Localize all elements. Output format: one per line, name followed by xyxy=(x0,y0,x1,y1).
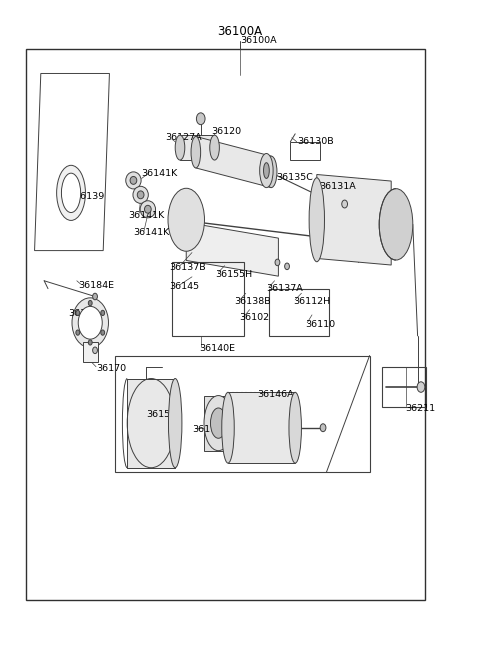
Ellipse shape xyxy=(57,165,85,220)
Bar xyxy=(83,342,98,362)
Bar xyxy=(127,379,175,468)
Bar xyxy=(180,135,215,160)
Text: 36141K: 36141K xyxy=(142,169,178,178)
Polygon shape xyxy=(186,222,278,276)
Ellipse shape xyxy=(168,379,182,468)
Text: 36120: 36120 xyxy=(211,127,241,136)
Circle shape xyxy=(285,263,289,270)
Circle shape xyxy=(342,200,348,208)
Text: 36137A: 36137A xyxy=(266,284,303,293)
Ellipse shape xyxy=(289,392,301,463)
Ellipse shape xyxy=(144,205,151,213)
Text: 36146A: 36146A xyxy=(257,390,293,400)
Circle shape xyxy=(76,330,80,335)
Circle shape xyxy=(320,424,326,432)
Ellipse shape xyxy=(133,186,148,203)
Text: 36100A: 36100A xyxy=(217,25,263,38)
Polygon shape xyxy=(317,174,391,265)
Ellipse shape xyxy=(379,189,413,260)
Text: 36130B: 36130B xyxy=(298,136,334,146)
Ellipse shape xyxy=(126,172,141,189)
Text: 36145: 36145 xyxy=(169,282,199,291)
Bar xyxy=(115,356,370,472)
Text: 36138B: 36138B xyxy=(234,297,270,306)
Ellipse shape xyxy=(137,191,144,199)
Circle shape xyxy=(93,347,97,354)
Text: 36184E: 36184E xyxy=(78,281,114,290)
Text: 36100A: 36100A xyxy=(240,36,276,45)
Ellipse shape xyxy=(204,396,233,451)
Ellipse shape xyxy=(175,135,185,160)
Circle shape xyxy=(88,300,92,306)
Circle shape xyxy=(196,113,205,125)
Bar xyxy=(290,142,320,160)
Text: 36110: 36110 xyxy=(305,320,335,329)
Ellipse shape xyxy=(260,154,273,188)
Text: 36141K: 36141K xyxy=(129,211,165,220)
Ellipse shape xyxy=(222,392,234,463)
Ellipse shape xyxy=(168,188,204,251)
Circle shape xyxy=(101,310,105,316)
Text: 36112H: 36112H xyxy=(293,297,330,306)
Ellipse shape xyxy=(210,135,219,160)
Circle shape xyxy=(88,340,92,345)
Circle shape xyxy=(76,310,80,316)
Text: 36131A: 36131A xyxy=(319,182,356,192)
Text: 36137B: 36137B xyxy=(169,263,205,272)
Text: 36139: 36139 xyxy=(74,192,105,201)
Circle shape xyxy=(417,382,425,392)
Ellipse shape xyxy=(61,173,81,213)
Text: 36141K: 36141K xyxy=(133,228,170,237)
Text: 36127A: 36127A xyxy=(166,133,202,142)
Text: 36155H: 36155H xyxy=(215,270,252,279)
Bar xyxy=(204,396,233,451)
Bar xyxy=(172,262,244,336)
Ellipse shape xyxy=(140,201,156,218)
Bar xyxy=(228,392,295,463)
Polygon shape xyxy=(196,136,271,188)
Bar xyxy=(26,49,425,600)
Text: 36135C: 36135C xyxy=(276,173,313,182)
Text: 36150: 36150 xyxy=(146,410,177,419)
Ellipse shape xyxy=(211,408,227,438)
Ellipse shape xyxy=(309,178,324,262)
Text: 36211: 36211 xyxy=(406,403,436,413)
Circle shape xyxy=(78,306,102,339)
Text: 36170A: 36170A xyxy=(192,425,228,434)
Bar xyxy=(269,289,329,336)
Ellipse shape xyxy=(265,156,277,188)
Bar xyxy=(382,367,426,407)
Text: 36170: 36170 xyxy=(96,364,126,373)
Ellipse shape xyxy=(191,136,201,168)
Circle shape xyxy=(93,293,97,300)
Circle shape xyxy=(72,298,108,348)
Ellipse shape xyxy=(130,176,137,184)
Ellipse shape xyxy=(264,163,269,178)
Text: 36102: 36102 xyxy=(239,313,269,322)
Circle shape xyxy=(101,330,105,335)
Text: 36140E: 36140E xyxy=(199,344,235,354)
Text: 36183: 36183 xyxy=(68,309,98,318)
Circle shape xyxy=(275,259,280,266)
